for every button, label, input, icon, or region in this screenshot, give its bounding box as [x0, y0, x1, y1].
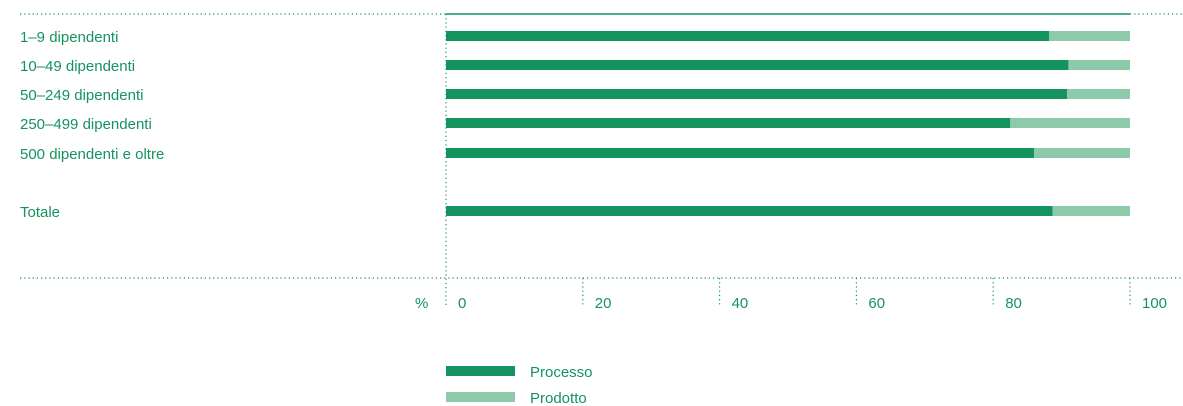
- category-label: 1–9 dipendenti: [20, 29, 118, 46]
- bar-prodotto: [1049, 31, 1130, 41]
- bar-prodotto: [1034, 148, 1130, 158]
- bar-prodotto: [1010, 118, 1130, 128]
- tick-label: 100: [1142, 295, 1167, 312]
- bar-processo: [446, 206, 1053, 216]
- category-label: 10–49 dipendenti: [20, 58, 135, 75]
- category-label: 500 dipendenti e oltre: [20, 146, 164, 163]
- bar-prodotto: [1068, 60, 1130, 70]
- unit-label: %: [415, 295, 428, 312]
- bar-prodotto: [1067, 89, 1130, 99]
- legend-swatch-processo: [446, 366, 515, 376]
- bar-prodotto: [1052, 206, 1130, 216]
- tick-label: 80: [1005, 295, 1022, 312]
- bar-processo: [446, 60, 1069, 70]
- tick-label: 0: [458, 295, 466, 312]
- bar-processo: [446, 148, 1035, 158]
- legend-label: Processo: [530, 364, 593, 381]
- category-label: 250–499 dipendenti: [20, 116, 152, 133]
- bar-processo: [446, 31, 1050, 41]
- legend-label: Prodotto: [530, 390, 587, 406]
- bar-processo: [446, 89, 1068, 99]
- category-label: 50–249 dipendenti: [20, 87, 143, 104]
- tick-label: 40: [732, 295, 749, 312]
- x-axis-ticks: 0 20 40 60 80 100: [458, 278, 1167, 312]
- tick-label: 60: [868, 295, 885, 312]
- tick-label: 20: [595, 295, 612, 312]
- category-label: Totale: [20, 204, 60, 221]
- category-labels: 1–9 dipendenti 10–49 dipendenti 50–249 dip…: [20, 29, 164, 221]
- bar-processo: [446, 118, 1011, 128]
- legend-swatch-prodotto: [446, 392, 515, 402]
- bars: [446, 31, 1130, 216]
- gridlines: [20, 13, 1183, 306]
- legend: Processo Prodotto: [446, 364, 593, 406]
